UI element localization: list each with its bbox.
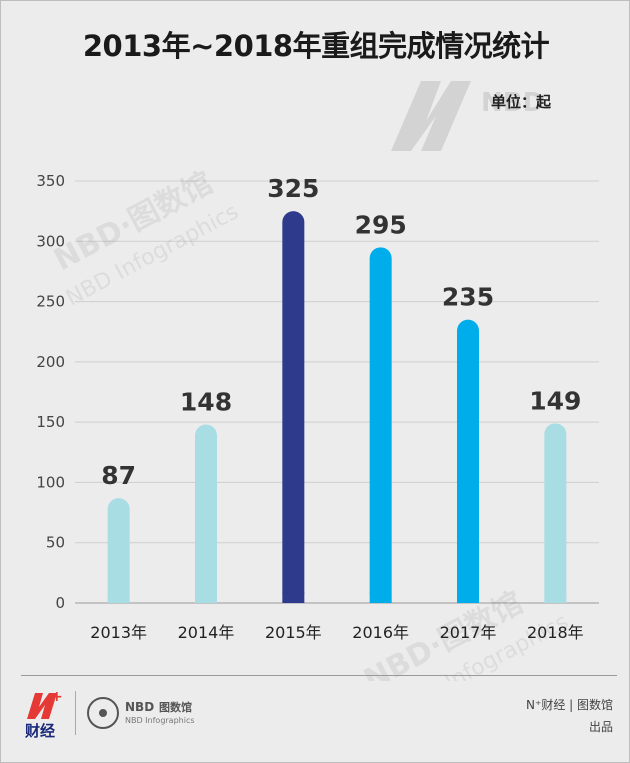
x-tick-label: 2017年: [440, 623, 497, 642]
x-tick-label: 2015年: [265, 623, 322, 642]
footer-credit: N⁺财经 | 图数馆 出品: [526, 694, 613, 738]
credit-line-2: 出品: [588, 720, 613, 734]
bar: [369, 247, 392, 604]
nbd-cn-name: 图数馆: [159, 700, 192, 714]
nbd-en-name: NBD Infographics: [125, 716, 195, 725]
svg-text:NBD: NBD: [481, 88, 544, 118]
footer-divider-line: [21, 675, 617, 676]
svg-text:+: +: [51, 689, 63, 705]
credit-line-1: N⁺财经 | 图数馆: [526, 698, 613, 712]
y-tick-label: 300: [36, 232, 65, 250]
y-tick-label: 100: [36, 473, 65, 491]
bar-base: [282, 592, 305, 603]
x-tick-label: 2016年: [352, 623, 409, 642]
y-tick-label: 200: [36, 353, 65, 371]
brand-name: 财经: [25, 722, 55, 739]
x-tick-label: 2013年: [90, 623, 147, 642]
n-finance-logo-icon: + 财经: [25, 689, 63, 739]
bar-base: [544, 592, 567, 603]
y-tick-label: 150: [36, 413, 65, 431]
y-tick-label: 250: [36, 293, 65, 311]
x-tick-label: 2014年: [178, 623, 235, 642]
y-tick-label: 350: [36, 172, 65, 190]
data-label: 87: [101, 461, 136, 490]
unit-label: 单位：起: [490, 93, 551, 111]
chart-title: 2013年~2018年重组完成情况统计: [82, 29, 550, 63]
bar-base: [369, 592, 392, 603]
x-tick-label: 2018年: [527, 623, 584, 642]
bar: [544, 423, 567, 603]
data-label: 235: [442, 283, 494, 312]
data-label: 325: [267, 174, 319, 203]
nbd-watermark-icon: NBD: [391, 81, 544, 151]
nbd-logo: NBD 图数馆 NBD Infographics: [87, 697, 195, 729]
data-label: 148: [180, 388, 232, 417]
nbd-circle-icon: [87, 697, 119, 729]
y-tick-label: 0: [55, 594, 65, 612]
bar: [457, 319, 479, 603]
data-label: 295: [355, 210, 407, 239]
bar-base: [457, 592, 479, 603]
data-label: 149: [529, 386, 581, 415]
bar-base: [195, 592, 217, 603]
y-tick-label: 50: [46, 534, 65, 552]
nbd-name: NBD: [125, 700, 154, 714]
bar: [107, 498, 130, 603]
bar: [282, 211, 305, 603]
footer-vertical-divider: [75, 691, 76, 735]
bar: [195, 424, 217, 603]
bar-base: [107, 592, 130, 603]
